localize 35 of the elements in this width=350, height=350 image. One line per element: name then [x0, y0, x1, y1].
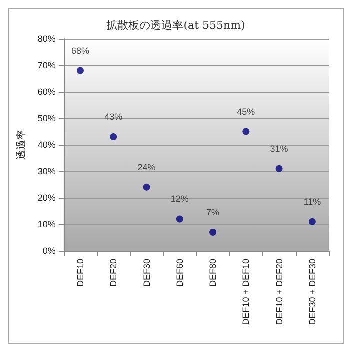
- y-tick-label: 30%: [38, 166, 56, 176]
- y-tick-label: 10%: [38, 220, 56, 230]
- x-tick-label: DEF10 + DEF10: [241, 259, 252, 326]
- x-tick-label: DEF30: [142, 259, 152, 288]
- y-tick-label: 0%: [42, 246, 56, 256]
- y-tick-label: 60%: [38, 87, 56, 97]
- y-axis-title: 透過率: [16, 130, 28, 160]
- data-label: 24%: [138, 162, 156, 172]
- point: [242, 128, 250, 136]
- data-label: 68%: [71, 46, 90, 56]
- point: [276, 165, 283, 172]
- point: [308, 218, 316, 226]
- x-tick-label: DEF80: [208, 259, 218, 288]
- x-tick-label: DEF60: [174, 259, 185, 288]
- x-tick-label: DEF30 + DEF30: [307, 259, 318, 326]
- y-tick-label: 50%: [38, 114, 56, 124]
- point: [210, 228, 217, 236]
- x-tick-label: DEF10: [75, 259, 86, 288]
- point: [176, 216, 184, 223]
- point: [143, 184, 150, 191]
- data-label: 43%: [104, 112, 123, 122]
- y-tick-label: 70%: [38, 60, 56, 70]
- data-label: 7%: [206, 207, 220, 218]
- data-label: 11%: [304, 196, 322, 207]
- data-label: 45%: [237, 106, 256, 117]
- point: [110, 134, 118, 141]
- data-label: 12%: [170, 194, 189, 204]
- x-tick-label: DEF20: [108, 259, 119, 288]
- y-tick-label: 20%: [38, 193, 56, 203]
- point: [76, 67, 84, 74]
- data-label: 31%: [270, 144, 288, 154]
- y-tick-label: 80%: [38, 34, 56, 44]
- y-tick-label: 40%: [38, 140, 56, 150]
- x-tick-label: DEF10 + DEF20: [274, 259, 284, 326]
- chart-title: 拡散板の透過率(at 555nm): [106, 19, 246, 32]
